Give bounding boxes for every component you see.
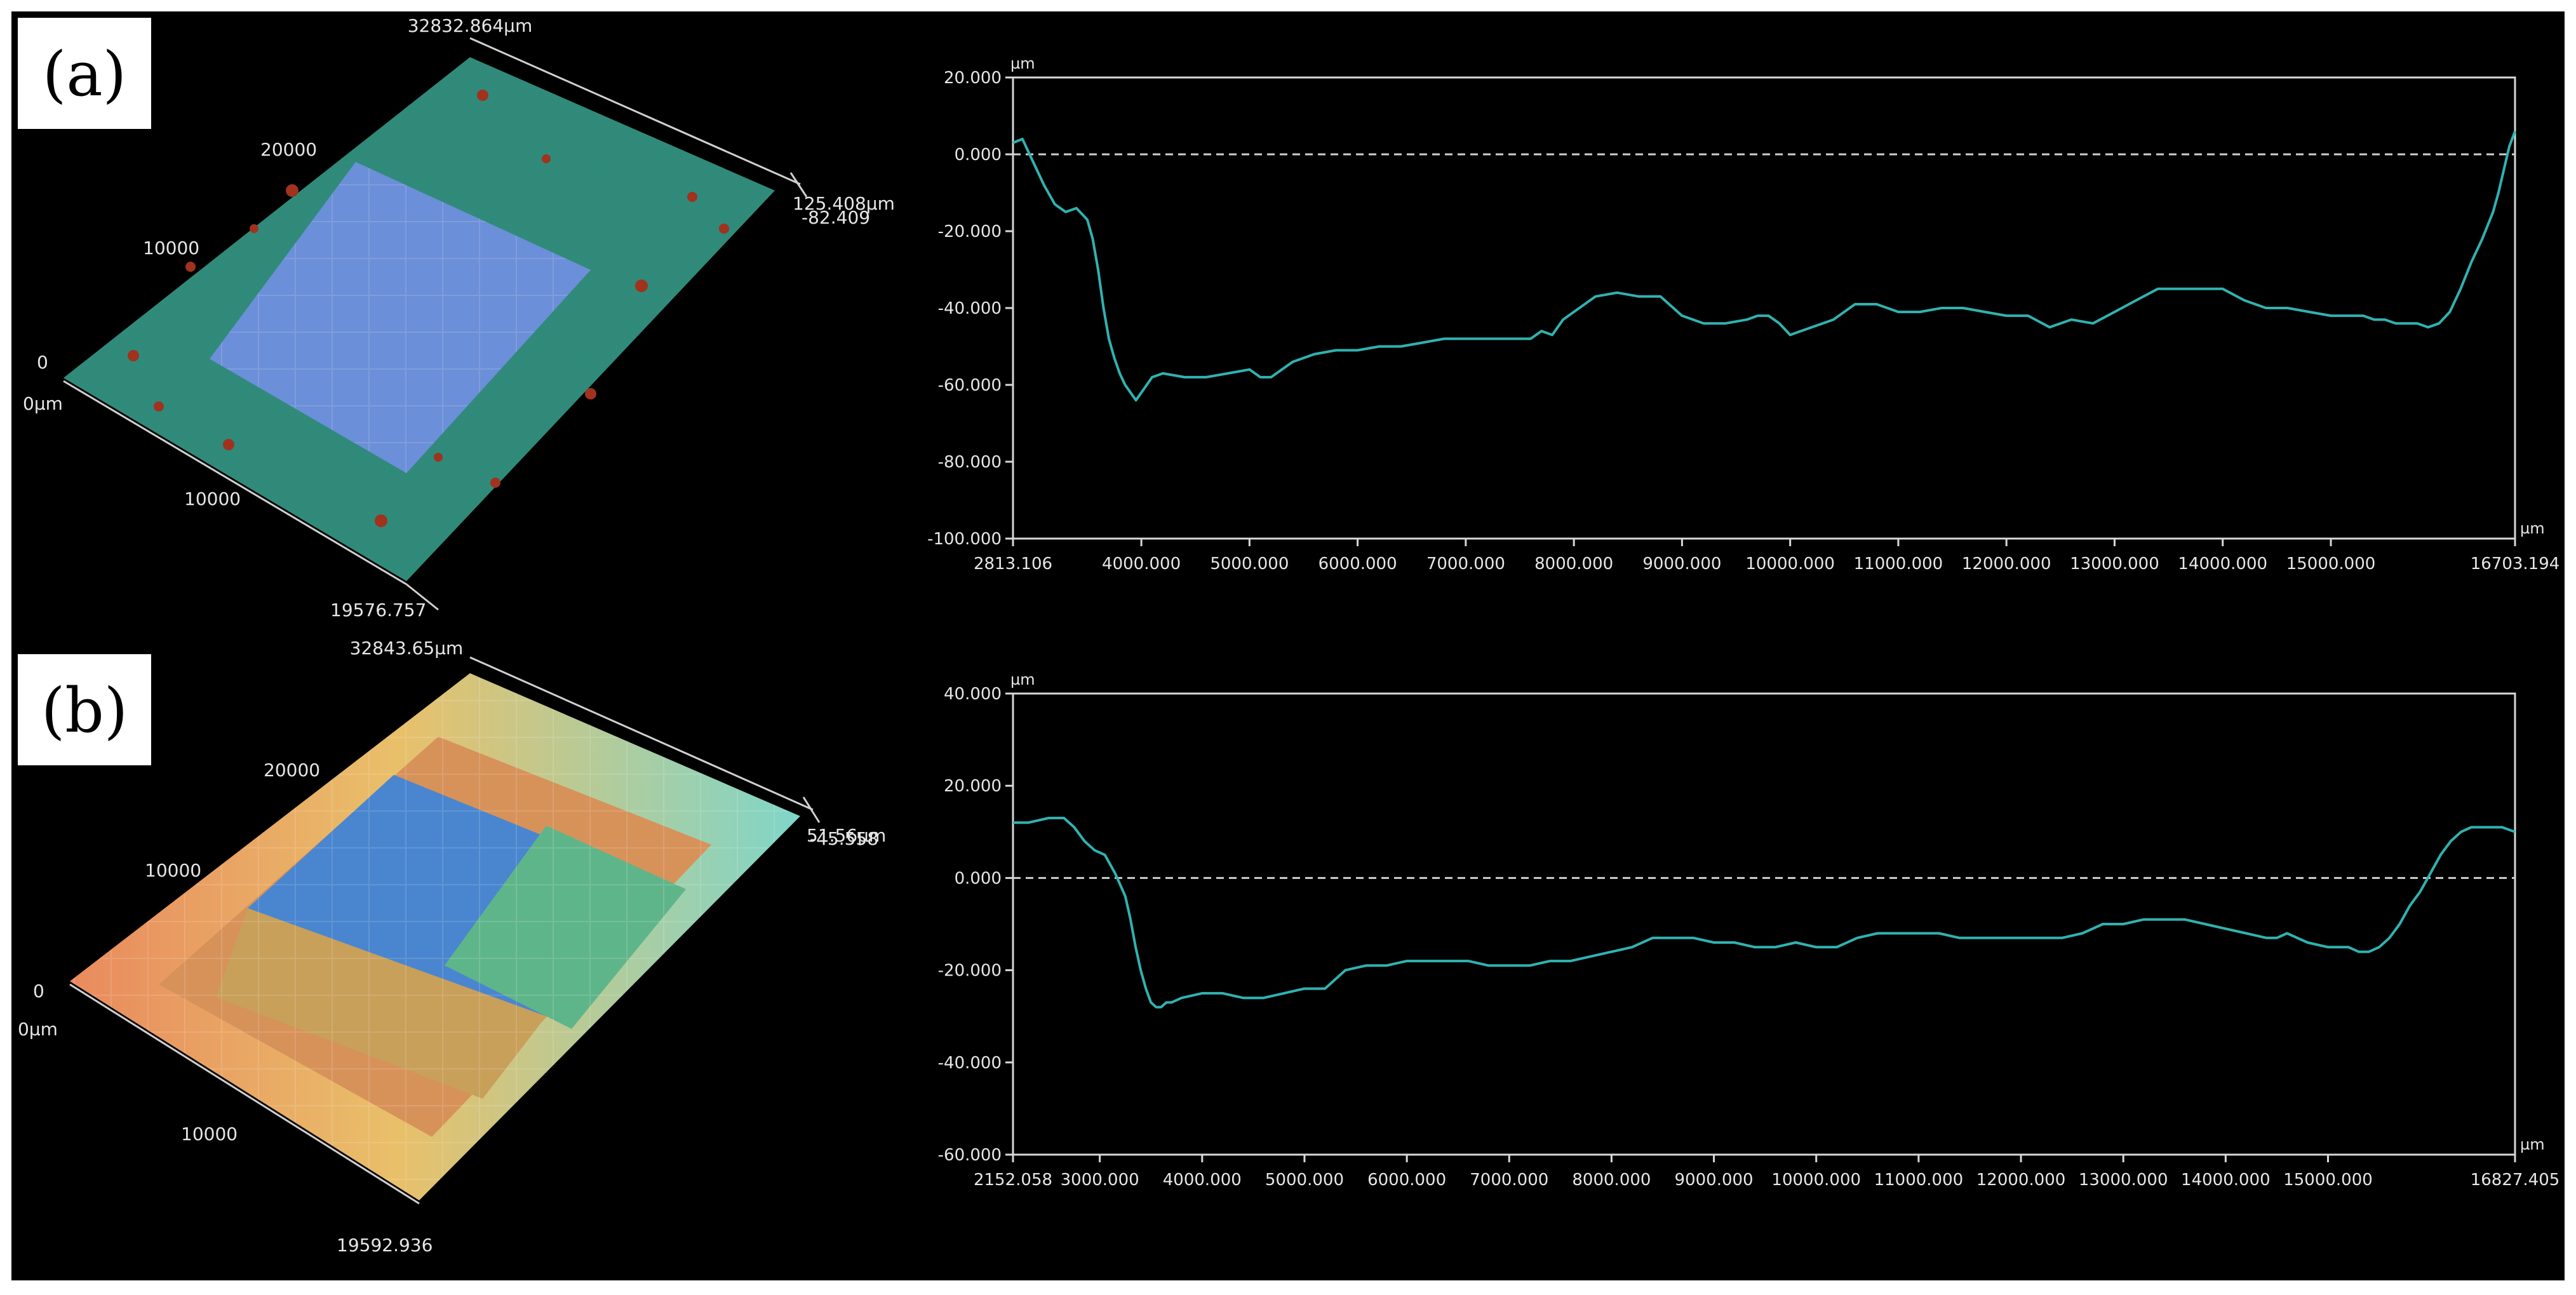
surface-a-ytick-0: 0	[37, 352, 48, 373]
x-tick-label: 2152.058	[974, 1171, 1052, 1190]
x-tick-label: 6000.000	[1318, 554, 1397, 574]
x-unit-label: µm	[2520, 520, 2545, 537]
x-tick-label: 14000.000	[2181, 1171, 2271, 1190]
x-tick-label: 8000.000	[1534, 554, 1613, 574]
surface-a-pocket-grid	[210, 162, 591, 473]
y-tick-label: -40.000	[938, 1054, 1002, 1073]
x-tick-label: 8000.000	[1572, 1171, 1651, 1190]
surface-plot-b: 32843.65µm 51.56µm -45.558 20000 10000 0…	[18, 638, 886, 1256]
panel-label-b: (b)	[41, 675, 128, 746]
x-tick-label: 12000.000	[1962, 554, 2051, 574]
x-tick-label: 11000.000	[1874, 1171, 1964, 1190]
y-tick-label: -100.000	[927, 530, 1002, 549]
x-tick-label: 16827.405	[2471, 1171, 2560, 1190]
y-tick-label: 0.000	[955, 145, 1002, 164]
x-tick-label: 2813.106	[974, 554, 1052, 574]
x-tick-label: 9000.000	[1675, 1171, 1754, 1190]
x-tick-label: 10000.000	[1745, 554, 1835, 574]
x-tick-label: 10000.000	[1771, 1171, 1861, 1190]
panel-label-box-a	[18, 18, 151, 129]
x-tick-label: 15000.000	[2283, 1171, 2373, 1190]
surface-b-zmin: -45.558	[810, 828, 878, 849]
profile-line	[1013, 817, 2516, 1009]
profile-chart-a: µm µm 20.000 0.000 -20.000 -40.000 -60.000 -80.…	[927, 55, 2559, 574]
surface-plot-a: 32832.864µm 125.408µm -82.409 20000 1000…	[23, 15, 895, 621]
surface-a-top-length: 32832.864µm	[408, 15, 533, 36]
surface-a-speckles	[128, 90, 729, 527]
surface-b-ytick-0: 0	[33, 981, 44, 1002]
y-tick-label: -60.000	[938, 1146, 1002, 1165]
surface-b-grid	[70, 673, 800, 1200]
x-tick-label: 4000.000	[1163, 1171, 1242, 1190]
x-tick-label: 13000.000	[2079, 1171, 2168, 1190]
surface-b-ytick-10000: 10000	[145, 860, 201, 881]
y-tick-label: -20.000	[938, 962, 1002, 981]
y-tick-label: -40.000	[938, 299, 1002, 318]
surface-b-origin: 0µm	[18, 1019, 58, 1040]
surface-a-zmax: 125.408µm	[793, 193, 895, 214]
x-tick-label: 6000.000	[1367, 1171, 1446, 1190]
x-tick-label: 15000.000	[2286, 554, 2376, 574]
panel-label-box-b	[18, 654, 151, 765]
x-tick-label: 5000.000	[1210, 554, 1289, 574]
x-tick-label: 16703.194	[2471, 554, 2560, 574]
y-tick-label: 40.000	[944, 685, 1002, 704]
surface-a-origin: 0µm	[23, 393, 63, 414]
surface-a-zmin: -82.409	[802, 207, 870, 228]
y-tick-label: 20.000	[944, 69, 1002, 88]
y-unit-label: µm	[1010, 55, 1035, 72]
profile-chart-b: µm µm 40.000 20.000 0.000 -20.000 -40.000 -60.0…	[938, 671, 2560, 1190]
surface-b-xtick-10000: 10000	[181, 1124, 238, 1144]
x-tick-label: 14000.000	[2178, 554, 2267, 574]
surface-a-xtick-10000: 10000	[184, 488, 241, 509]
x-tick-label: 9000.000	[1642, 554, 1721, 574]
x-tick-label: 12000.000	[1976, 1171, 2066, 1190]
x-tick-label: 5000.000	[1265, 1171, 1344, 1190]
surface-b-top-length: 32843.65µm	[350, 638, 464, 659]
surface-b-zmax: 51.56µm	[807, 825, 886, 846]
x-tick-label: 4000.000	[1102, 554, 1181, 574]
x-tick-label: 7000.000	[1470, 1171, 1548, 1190]
plot-frame	[1012, 692, 2516, 1156]
panel-label-a: (a)	[43, 39, 126, 110]
x-tick-label: 13000.000	[2070, 554, 2159, 574]
y-tick-label: -20.000	[938, 222, 1002, 241]
x-tick-label: 11000.000	[1854, 554, 1943, 574]
surface-a-ytick-10000: 10000	[143, 238, 199, 258]
surface-a-width: 19576.757	[330, 600, 426, 621]
x-unit-label: µm	[2520, 1136, 2545, 1153]
surface-a-frame	[63, 37, 808, 611]
surface-b-frame	[69, 656, 821, 1205]
y-tick-label: 20.000	[944, 777, 1002, 796]
surface-a-ytick-20000: 20000	[260, 139, 317, 160]
y-tick-label: -80.000	[938, 453, 1002, 472]
x-tick-label: 3000.000	[1061, 1171, 1139, 1190]
y-unit-label: µm	[1010, 671, 1035, 688]
profile-line	[1012, 130, 2516, 402]
y-tick-label: -60.000	[938, 376, 1002, 395]
surface-b-width: 19592.936	[337, 1235, 433, 1256]
y-tick-label: 0.000	[955, 869, 1002, 888]
x-tick-label: 7000.000	[1426, 554, 1505, 574]
surface-b-ytick-20000: 20000	[264, 760, 320, 781]
